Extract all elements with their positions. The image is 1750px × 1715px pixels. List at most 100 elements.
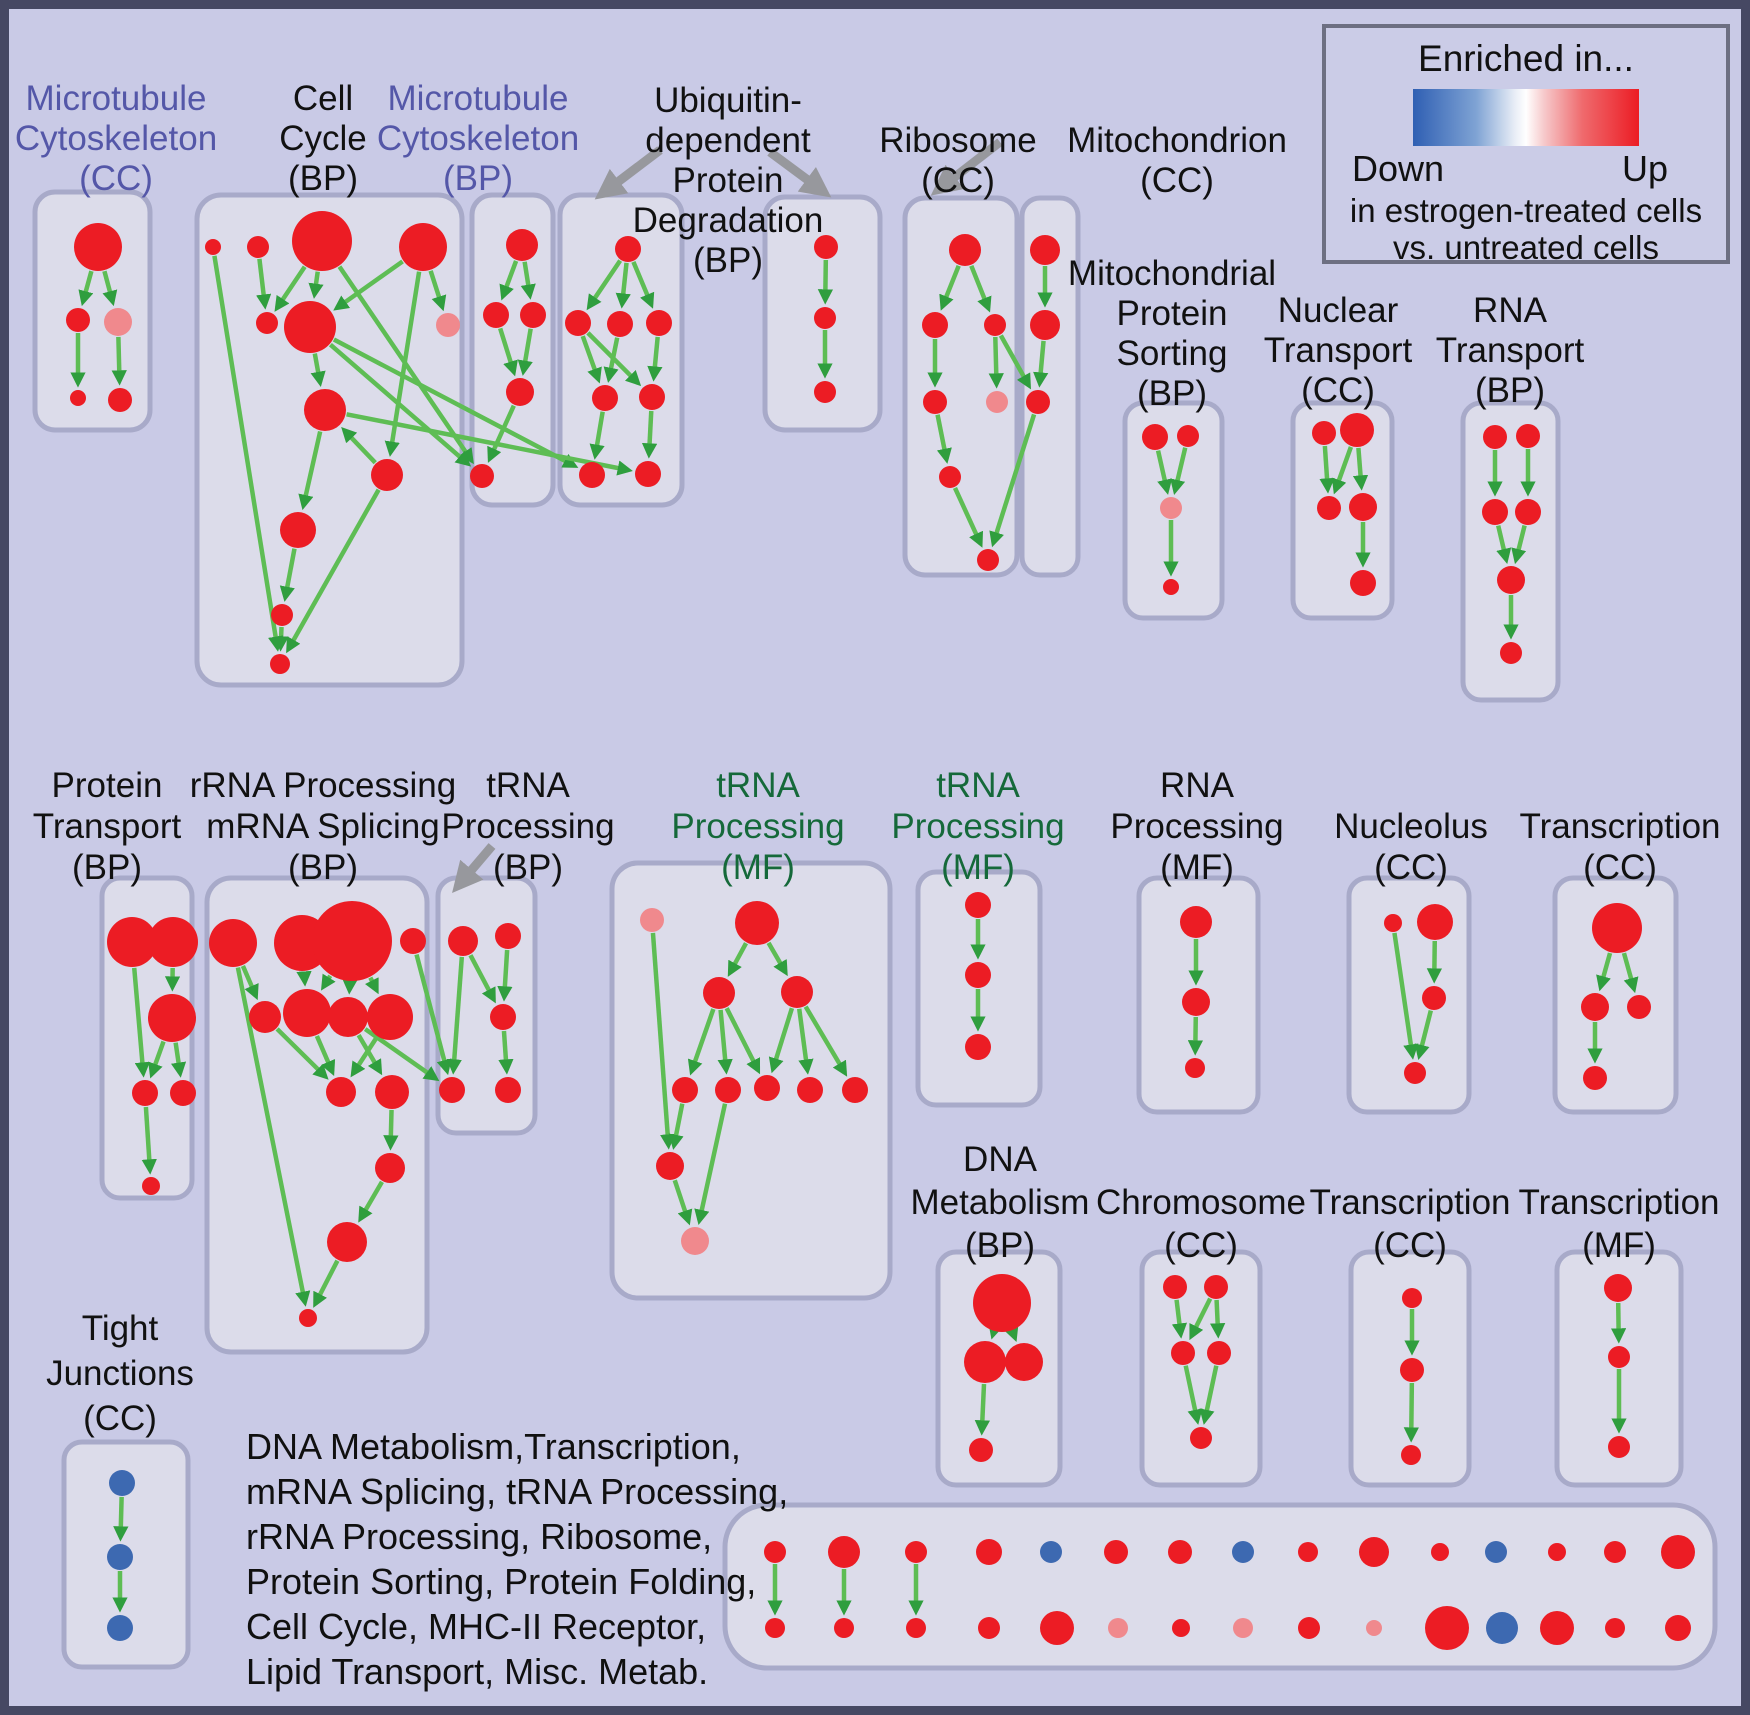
graph-node-m3	[1026, 390, 1050, 414]
edge-e5-e9	[275, 1027, 329, 1080]
graph-node-mb13	[1540, 1611, 1574, 1645]
edge-f1-f3	[468, 954, 496, 1004]
edge-t1-t2	[1610, 1302, 1627, 1344]
edge-f2-f3	[497, 949, 513, 1002]
edge-e11-e12	[358, 1180, 384, 1223]
edge-j3-j4	[1414, 1010, 1433, 1061]
misc-text-line: DNA Metabolism,Transcription,	[246, 1426, 741, 1467]
edge-u1-u3	[615, 262, 631, 309]
graph-node-q1	[1483, 425, 1507, 449]
misc-text-line: Cell Cycle, MHC-II Receptor,	[246, 1606, 707, 1647]
edge-j2-j3	[1426, 940, 1443, 984]
graph-node-mt11	[1431, 1543, 1449, 1561]
graph-node-p2	[1177, 425, 1199, 447]
graph-node-e4	[400, 928, 426, 954]
legend-subline-1: in estrogen-treated cells	[1349, 192, 1703, 229]
misc-text-line: Lipid Transport, Misc. Metab.	[246, 1651, 709, 1692]
graph-node-n1	[1312, 421, 1336, 445]
edge-b9-b8	[341, 426, 377, 465]
graph-node-n3	[1317, 496, 1341, 520]
edge-e2-e6	[296, 970, 312, 987]
edge-g4-g7	[768, 1007, 795, 1074]
edge-k1-k2	[1596, 952, 1613, 992]
graph-node-v1	[814, 235, 838, 259]
edge-c4-c5	[487, 404, 516, 463]
graph-node-l3	[1005, 1343, 1043, 1381]
graph-node-j1	[1384, 914, 1402, 932]
edge-g6-g11	[694, 1103, 728, 1225]
edge-c3-c4	[517, 328, 533, 376]
cluster-label-nucleolus: Nucleolus (CC)	[1334, 807, 1488, 887]
graph-node-e6	[283, 989, 331, 1037]
edge-d4-d6	[141, 1106, 157, 1175]
edge-e3-e8	[364, 976, 379, 995]
edge-e10-e11	[383, 1109, 399, 1151]
edge-u1-u4	[631, 261, 655, 309]
graph-node-d6	[142, 1177, 160, 1195]
graph-node-g4	[781, 976, 813, 1008]
graph-node-r1	[949, 234, 981, 266]
graph-node-f3	[490, 1004, 516, 1030]
legend-gradient-bar	[1413, 89, 1639, 146]
edge-r3-r5	[988, 336, 1004, 389]
misc-category-text: DNA Metabolism,Transcription, mRNA Splic…	[246, 1424, 788, 1694]
edge-b9-b12	[286, 488, 381, 654]
graph-node-mb1	[765, 1618, 785, 1638]
cluster-box-chromosome	[1139, 1249, 1263, 1488]
graph-node-n2	[1340, 413, 1374, 447]
legend-up-label: Up	[1621, 148, 1668, 189]
graph-node-mb14	[1605, 1618, 1625, 1638]
edge-o1-o3	[1171, 1299, 1188, 1339]
edge-m2-m3	[1033, 340, 1049, 388]
graph-node-mb15	[1665, 1615, 1691, 1641]
graph-node-m1	[1030, 235, 1060, 265]
misc-text-line: rRNA Processing, Ribosome,	[246, 1516, 713, 1557]
edge-g5-g10	[668, 1103, 685, 1150]
graph-node-r5	[986, 391, 1008, 413]
edge-d3-d4	[148, 1040, 166, 1079]
cluster-box-trna_mf2	[915, 869, 1043, 1108]
graph-node-s2	[1400, 1358, 1424, 1382]
graph-node-mt1	[764, 1541, 786, 1563]
cluster-label-pt: Protein Transport (BP)	[33, 766, 182, 887]
edge-u4-u6	[647, 336, 663, 382]
graph-node-r7	[977, 549, 999, 571]
graph-node-d5	[170, 1080, 196, 1106]
graph-node-t3	[1608, 1436, 1630, 1458]
graph-node-mt6	[1104, 1540, 1128, 1564]
edge-b6-b8	[310, 353, 326, 387]
cluster-box-misc	[722, 1502, 1718, 1671]
edge-p2-p3	[1170, 447, 1188, 495]
edge-o2-o4	[1210, 1299, 1226, 1339]
edge-b3-b5	[274, 265, 307, 312]
graph-node-h2	[965, 962, 991, 988]
graph-node-mb6	[1108, 1618, 1128, 1638]
edge-b2-b5	[256, 258, 272, 310]
edge-e12-e13	[313, 1259, 340, 1308]
edge-r1-r2	[939, 264, 961, 311]
cluster-label-mito: Mitochondrion (CC)	[1067, 121, 1287, 200]
cluster-label-nt: Nuclear Transport (CC)	[1264, 291, 1413, 410]
cluster-label-ribosome: Ribosome (CC)	[879, 121, 1037, 200]
edge-q3-q5	[1496, 525, 1512, 565]
graph-node-u6	[639, 384, 665, 410]
graph-node-mb7	[1172, 1619, 1190, 1637]
edge-u1-u2	[586, 259, 623, 311]
edge-l2-l4	[974, 1383, 990, 1436]
cluster-label-chromosome: Chromosome (CC)	[1096, 1183, 1306, 1265]
graph-node-d2	[148, 917, 198, 967]
graph-node-a5	[108, 388, 132, 412]
edge-u2-u5	[580, 335, 602, 384]
legend-title: Enriched in...	[1418, 38, 1634, 79]
graph-node-f4	[439, 1077, 465, 1103]
graph-node-c5	[470, 464, 494, 488]
graph-node-u2	[565, 310, 591, 336]
graph-node-g11	[681, 1227, 709, 1255]
edge-b6-u7	[332, 337, 579, 468]
edge-e4-f4	[414, 953, 452, 1076]
edge-l1-l2	[988, 1322, 1004, 1340]
cluster-label-rna_proc: RNA Processing (MF)	[1110, 766, 1283, 887]
graph-node-c1	[506, 229, 538, 261]
graph-node-e10	[375, 1075, 409, 1109]
edge-s2-s3	[1403, 1382, 1419, 1443]
